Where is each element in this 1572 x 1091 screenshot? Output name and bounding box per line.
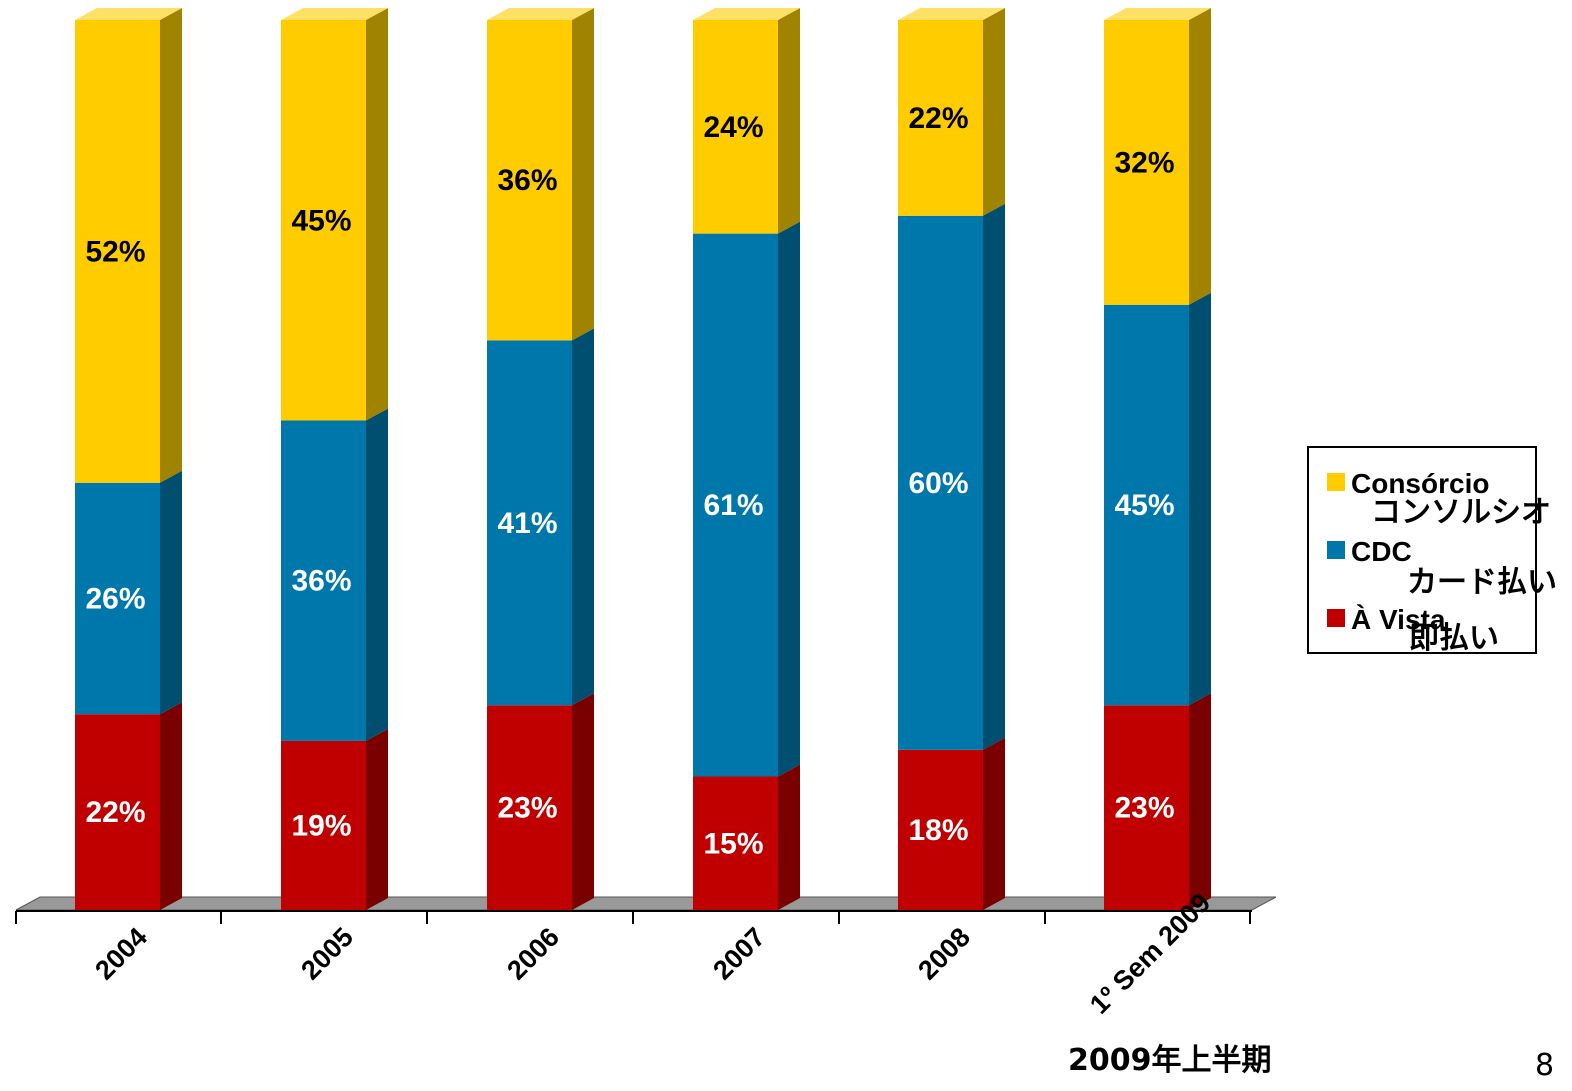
data-label: 32% — [1114, 146, 1174, 179]
bar-segment — [693, 233, 778, 777]
data-label: 18% — [908, 814, 968, 847]
bar-top-face — [75, 8, 182, 20]
bar-top-face — [487, 8, 594, 20]
data-label: 61% — [703, 489, 763, 522]
bar-side-4-0 — [983, 737, 1005, 910]
legend-swatch-a-vista — [1327, 609, 1345, 627]
chart-floor — [15, 896, 1277, 911]
bar-segment — [281, 740, 366, 910]
legend-item-a-vista: À Vista — [1327, 606, 1445, 634]
legend-swatch-consorcio — [1327, 473, 1345, 491]
bar-segment — [75, 482, 160, 715]
data-label: 22% — [85, 796, 145, 829]
legend-item-consorcio: Consórcio — [1327, 470, 1489, 498]
legend-label-a-vista: À Vista — [1351, 604, 1446, 635]
bar-side-3-0 — [778, 764, 800, 910]
bar-segment — [281, 20, 366, 421]
bar-stack-0: 22% 26% 52% — [75, 8, 182, 910]
bar-side-1-2 — [366, 8, 388, 421]
data-label: 15% — [703, 827, 763, 860]
x-tick-label: 2007 — [707, 922, 771, 986]
data-label: 24% — [703, 111, 763, 144]
data-label: 23% — [497, 792, 557, 825]
bar-segment — [487, 705, 572, 910]
x-tick-label: 2004 — [89, 922, 153, 986]
data-label: 41% — [497, 507, 557, 540]
bar-side-2-0 — [572, 693, 594, 910]
data-label: 45% — [291, 204, 351, 237]
data-label: 23% — [1114, 792, 1174, 825]
bar-side-5-0 — [1189, 693, 1211, 910]
bar-segment — [898, 749, 983, 910]
bar-side-2-2 — [572, 8, 594, 341]
bar-side-2-1 — [572, 328, 594, 706]
bar-side-3-1 — [778, 221, 800, 777]
bar-top-face — [898, 8, 1005, 20]
bar-stack-3: 15% 61% 24% — [693, 8, 800, 910]
bar-side-4-1 — [983, 203, 1005, 750]
bar-segment — [1104, 304, 1189, 706]
legend-sublabel-cdc: カード払い — [1407, 565, 1557, 600]
bar-segment — [75, 714, 160, 910]
bar-side-0-1 — [160, 470, 182, 715]
legend-item-cdc: CDC — [1327, 538, 1412, 566]
bar-segment — [898, 215, 983, 750]
bar-segment — [487, 20, 572, 341]
data-label: 26% — [85, 583, 145, 616]
bar-top-face — [693, 8, 800, 20]
bar-side-4-2 — [983, 8, 1005, 216]
data-label: 36% — [497, 164, 557, 197]
bar-segment — [693, 20, 778, 234]
bar-side-5-2 — [1189, 8, 1211, 305]
bar-top-face — [281, 8, 388, 20]
bar-stack-1: 19% 36% 45% — [281, 8, 388, 910]
bar-stack-2: 23% 41% 36% — [487, 8, 594, 910]
bar-top-face — [1104, 8, 1211, 20]
data-label: 36% — [291, 565, 351, 598]
bar-side-0-2 — [160, 8, 182, 483]
bar-stack-4: 18% 60% 22% — [898, 8, 1005, 910]
legend-label-consorcio: Consórcio — [1351, 468, 1490, 499]
x-tick-label: 2008 — [912, 922, 976, 986]
data-label: 22% — [908, 102, 968, 135]
bar-segment — [693, 776, 778, 910]
period-annotation: 2009年上半期 — [1068, 1043, 1272, 1078]
bar-segment — [1104, 20, 1189, 305]
legend-swatch-cdc — [1327, 541, 1345, 559]
data-label: 60% — [908, 467, 968, 500]
bar-side-0-0 — [160, 702, 182, 910]
data-label: 52% — [85, 235, 145, 268]
bar-segment — [1104, 705, 1189, 910]
data-label: 45% — [1114, 489, 1174, 522]
floor-plane — [15, 896, 1277, 911]
bar-side-1-0 — [366, 728, 388, 910]
x-tick-label: 2006 — [501, 922, 565, 986]
legend-label-cdc: CDC — [1351, 536, 1412, 567]
bar-segment — [75, 20, 160, 483]
bars: 22% 26% 52% 19% 36% 45% 23% 41% 36% 15% 61% 24% 18% 6… — [75, 8, 1211, 910]
bar-segment — [281, 420, 366, 741]
bar-side-5-1 — [1189, 292, 1211, 706]
data-label: 19% — [291, 809, 351, 842]
page-number: 8 — [1535, 1048, 1555, 1083]
legend-sublabel-a-vista: 即払い — [1409, 621, 1499, 656]
bar-side-1-1 — [366, 408, 388, 741]
bar-stack-5: 23% 45% 32% — [1104, 8, 1211, 910]
legend: Consórcio コンソルシオ CDC カード払い À Vista 即払い — [1307, 446, 1557, 656]
bar-segment — [487, 340, 572, 706]
bar-side-3-2 — [778, 8, 800, 234]
bar-segment — [898, 20, 983, 216]
legend-sublabel-consorcio: コンソルシオ — [1371, 495, 1551, 530]
x-tick-label: 2005 — [295, 922, 359, 986]
